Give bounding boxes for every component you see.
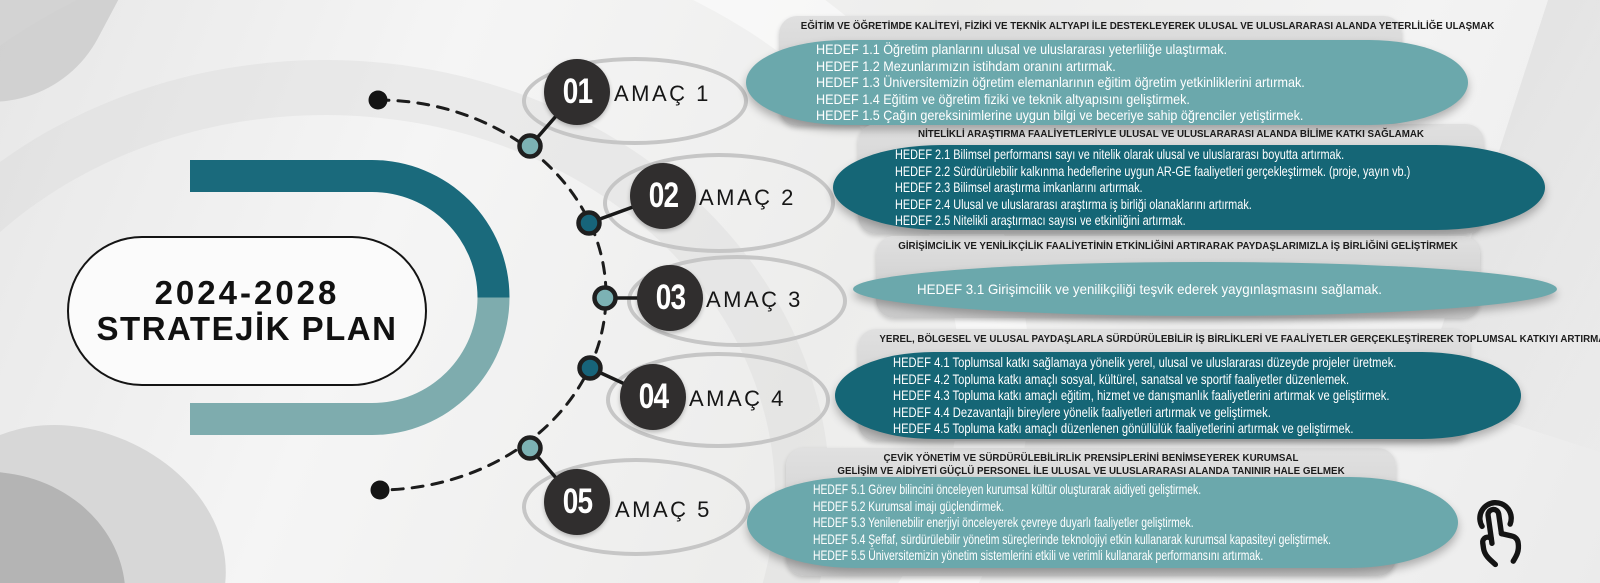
goal-number-4: 04	[638, 377, 668, 416]
goal-number-circle-5[interactable]: 05	[544, 469, 610, 535]
plan-period: 2024-2028	[154, 274, 340, 311]
target-line: HEDEF 4.3 Topluma katkı amaçlı eğitim, h…	[893, 387, 1390, 404]
target-line: HEDEF 5.4 Şeffaf, sürdürülebilir yönetim…	[813, 530, 1332, 547]
goal-number-1: 01	[562, 72, 592, 111]
goal-targets-pill-4: HEDEF 4.1 Toplumsal katkı sağlamaya yöne…	[835, 352, 1521, 439]
goal-targets-pill-1: HEDEF 1.1 Öğretim planlarını ulusal ve u…	[746, 40, 1468, 125]
goal-button-amac-4[interactable]	[606, 352, 830, 448]
goal-label-5: AMAÇ 5	[615, 497, 712, 522]
goal-number-circle-2[interactable]: 02	[630, 163, 696, 229]
target-line: HEDEF 2.3 Bilimsel araştırma imkanlarını…	[895, 179, 1143, 196]
timeline-node-4	[577, 355, 603, 381]
background-corner-dark-gray	[0, 465, 141, 583]
goal-number-2: 02	[648, 176, 678, 215]
goal-header-line: NİTELİKLİ ARAŞTIRMA FAALİYETLERİYLE ULUS…	[918, 128, 1424, 140]
target-line: HEDEF 5.3 Yenilenebilir enerjiyi önceley…	[813, 514, 1194, 531]
background-corner-wedge-top-left	[0, 0, 131, 145]
target-line: HEDEF 4.5 Topluma katkı amaçlı düzenlene…	[893, 420, 1354, 437]
background-corner-mid-gray	[0, 397, 255, 583]
goal-header-line: GİRİŞİMCİLİK VE YENİLİKÇİLİK FAALİYETİNİ…	[898, 240, 1458, 252]
goal-number-circle-3[interactable]: 03	[637, 265, 703, 331]
timeline-node-1	[517, 133, 543, 159]
goal-header-5: ÇEVİK YÖNETİM VE SÜRDÜRÜLEBİLİRLİK PRENS…	[786, 452, 1396, 477]
goal-header-line: YEREL, BÖLGESEL VE ULUSAL PAYDAŞLARLA SÜ…	[879, 333, 1600, 345]
timeline-end-dot	[370, 480, 390, 500]
target-line: HEDEF 1.5 Çağın gereksinimlerine uygun b…	[816, 107, 1304, 124]
plan-title: STRATEJİK PLAN	[96, 310, 398, 347]
goal-label-1: AMAÇ 1	[614, 81, 711, 106]
timeline-node-5	[517, 435, 543, 461]
target-line: HEDEF 3.1 Girişimcilik ve yenilikçiliği …	[917, 280, 1382, 297]
target-line: HEDEF 1.3 Üniversitemizin öğretim eleman…	[816, 74, 1305, 91]
goal-targets-pill-2: HEDEF 2.1 Bilimsel performansı sayı ve n…	[833, 145, 1545, 230]
goal-button-amac-3[interactable]	[627, 255, 847, 347]
goal-targets-pill-3: HEDEF 3.1 Girişimcilik ve yenilikçiliği …	[853, 262, 1557, 316]
target-line: HEDEF 1.2 Mezunlarımızın istihdam oranın…	[816, 57, 1116, 74]
goal-label-3: AMAÇ 3	[706, 287, 803, 312]
timeline-node-2	[576, 210, 602, 236]
goal-number-3: 03	[655, 278, 685, 317]
target-line: HEDEF 5.2 Kurumsal imajı güçlendirmek.	[813, 497, 1005, 514]
target-line: HEDEF 2.2 Sürdürülebilir kalkınma hedefl…	[895, 162, 1411, 179]
target-line: HEDEF 1.4 Eğitim ve öğretim fiziki ve te…	[816, 90, 1190, 107]
goal-number-5: 05	[562, 482, 592, 521]
target-line: HEDEF 5.1 Görev bilincini önceleyen kuru…	[813, 481, 1202, 498]
goal-number-circle-4[interactable]: 04	[620, 364, 686, 430]
timeline-start-dot	[368, 90, 388, 110]
goal-header-4: YEREL, BÖLGESEL VE ULUSAL PAYDAŞLARLA SÜ…	[858, 333, 1600, 346]
target-line: HEDEF 2.5 Nitelikli araştırmacı sayısı v…	[895, 212, 1186, 229]
tap-gesture-icon	[1477, 500, 1522, 568]
goal-header-line: GELİŞİM VE AİDİYETİ GÜÇLÜ PERSONEL İLE U…	[837, 464, 1345, 477]
target-line: HEDEF 1.1 Öğretim planlarını ulusal ve u…	[816, 41, 1228, 58]
goal-header-line: EĞİTİM VE ÖĞRETİMDE KALİTEYİ, FİZİKİ VE …	[800, 20, 1495, 32]
target-line: HEDEF 4.2 Topluma katkı amaçlı sosyal, k…	[893, 370, 1350, 387]
goal-number-circle-1[interactable]: 01	[544, 59, 610, 125]
target-line: HEDEF 4.1 Toplumsal katkı sağlamaya yöne…	[893, 354, 1397, 371]
goal-header-3: GİRİŞİMCİLİK VE YENİLİKÇİLİK FAALİYETİNİ…	[876, 240, 1480, 253]
target-line: HEDEF 2.1 Bilimsel performansı sayı ve n…	[895, 146, 1345, 163]
goal-button-amac-5[interactable]	[522, 458, 750, 556]
goal-header-2: NİTELİKLİ ARAŞTIRMA FAALİYETLERİYLE ULUS…	[858, 128, 1484, 141]
goal-targets-pill-5: HEDEF 5.1 Görev bilincini önceleyen kuru…	[747, 477, 1458, 568]
target-line: HEDEF 2.4 Ulusal ve uluslararası araştır…	[895, 195, 1252, 212]
target-line: HEDEF 4.4 Dezavantajlı bireylere yönelik…	[893, 403, 1271, 420]
goal-header-line: ÇEVİK YÖNETİM VE SÜRDÜRÜLEBİLİRLİK PRENS…	[883, 452, 1299, 464]
plan-title-card: 2024-2028 STRATEJİK PLAN	[67, 236, 427, 386]
goal-label-2: AMAÇ 2	[699, 185, 796, 210]
timeline-node-3	[592, 285, 618, 311]
goal-header-1: EĞİTİM VE ÖĞRETİMDE KALİTEYİ, FİZİKİ VE …	[779, 20, 1495, 33]
target-line: HEDEF 5.5 Üniversitemizin yönetim sistem…	[813, 547, 1264, 564]
goal-label-4: AMAÇ 4	[689, 386, 786, 411]
